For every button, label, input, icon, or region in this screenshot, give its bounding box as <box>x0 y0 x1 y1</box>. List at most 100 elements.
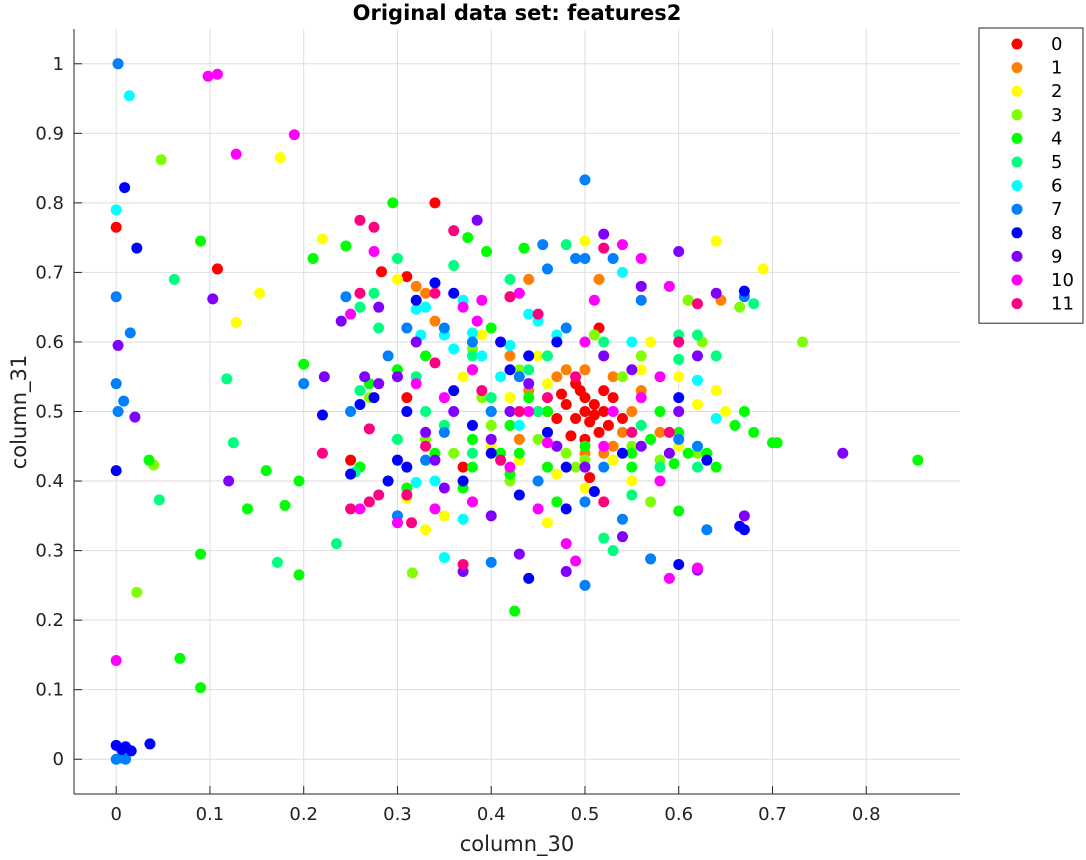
data-point-series-2 <box>692 399 703 410</box>
data-point-series-8 <box>126 745 137 756</box>
data-point-series-3 <box>797 336 808 347</box>
data-point-series-5 <box>420 406 431 417</box>
data-point-series-11 <box>345 503 356 514</box>
data-point-series-5 <box>169 274 180 285</box>
data-point-series-6 <box>711 413 722 424</box>
data-point-series-5 <box>692 330 703 341</box>
data-point-series-2 <box>458 371 469 382</box>
data-point-series-10 <box>354 503 365 514</box>
data-point-series-10 <box>654 371 665 382</box>
legend-marker-7 <box>1012 204 1023 215</box>
data-point-series-0 <box>570 413 581 424</box>
data-point-series-0 <box>598 406 609 417</box>
data-point-series-11 <box>373 489 384 500</box>
data-point-series-9 <box>626 364 637 375</box>
data-point-series-7 <box>420 455 431 466</box>
data-point-series-2 <box>720 406 731 417</box>
data-point-series-3 <box>533 434 544 445</box>
data-point-series-10 <box>458 302 469 313</box>
data-point-series-8 <box>673 559 684 570</box>
data-point-series-4 <box>504 420 515 431</box>
data-point-series-9 <box>359 371 370 382</box>
data-point-series-10 <box>617 239 628 250</box>
y-tick-label: 0.3 <box>35 541 64 562</box>
data-point-series-11 <box>458 559 469 570</box>
data-point-series-4 <box>420 350 431 361</box>
data-point-series-7 <box>113 406 124 417</box>
data-point-series-10 <box>212 69 223 80</box>
data-point-series-8 <box>144 738 155 749</box>
data-point-series-5 <box>598 336 609 347</box>
data-point-series-3 <box>570 462 581 473</box>
legend-marker-0 <box>1012 39 1023 50</box>
data-point-series-6 <box>420 302 431 313</box>
data-point-series-9 <box>429 455 440 466</box>
data-point-series-3 <box>589 330 600 341</box>
legend-marker-6 <box>1012 180 1023 191</box>
data-point-series-4 <box>542 406 553 417</box>
legend-label-1: 1 <box>1051 58 1062 79</box>
data-point-series-10 <box>467 496 478 507</box>
data-point-series-11 <box>533 309 544 320</box>
data-point-series-11 <box>692 298 703 309</box>
data-point-series-10 <box>369 246 380 257</box>
data-point-series-6 <box>626 336 637 347</box>
data-point-series-4 <box>514 448 525 459</box>
data-point-series-2 <box>626 476 637 487</box>
data-point-series-10 <box>523 406 534 417</box>
data-point-series-9 <box>692 350 703 361</box>
data-point-series-4 <box>669 458 680 469</box>
data-point-series-7 <box>401 323 412 334</box>
x-tick-label: 0.1 <box>196 804 225 825</box>
data-point-series-3 <box>486 420 497 431</box>
legend-label-10: 10 <box>1051 270 1074 291</box>
data-point-series-10 <box>654 476 665 487</box>
data-point-series-3 <box>683 295 694 306</box>
legend-label-6: 6 <box>1051 176 1062 197</box>
data-point-series-11 <box>406 517 417 528</box>
data-point-series-4 <box>509 606 520 617</box>
data-point-series-4 <box>467 462 478 473</box>
data-point-series-7 <box>514 371 525 382</box>
y-tick-label: 0.6 <box>35 332 64 353</box>
data-point-series-9 <box>223 476 234 487</box>
data-point-series-8 <box>495 336 506 347</box>
data-point-series-0 <box>603 420 614 431</box>
data-point-series-7 <box>542 263 553 274</box>
x-axis-label: column_30 <box>460 832 575 857</box>
data-point-series-4 <box>739 406 750 417</box>
data-point-series-4 <box>174 653 185 664</box>
data-point-series-4 <box>298 359 309 370</box>
data-point-series-11 <box>354 288 365 299</box>
x-tick-label: 0.5 <box>571 804 600 825</box>
data-point-series-3 <box>448 448 459 459</box>
data-point-series-5 <box>654 462 665 473</box>
legend-marker-2 <box>1012 86 1023 97</box>
data-point-series-7 <box>598 462 609 473</box>
legend-label-2: 2 <box>1051 81 1062 102</box>
data-point-series-3 <box>131 587 142 598</box>
legend-label-5: 5 <box>1051 152 1062 173</box>
data-point-series-3 <box>561 448 572 459</box>
data-point-series-2 <box>551 469 562 480</box>
legend-marker-11 <box>1012 298 1023 309</box>
data-point-series-5 <box>626 489 637 500</box>
data-point-series-0 <box>429 197 440 208</box>
legend-marker-10 <box>1012 275 1023 286</box>
data-point-series-4 <box>340 240 351 251</box>
data-point-series-8 <box>504 364 515 375</box>
data-point-series-9 <box>486 510 497 521</box>
data-point-series-8 <box>369 392 380 403</box>
data-point-series-1 <box>594 274 605 285</box>
data-point-series-2 <box>673 371 684 382</box>
data-point-series-0 <box>617 413 628 424</box>
data-point-series-9 <box>472 215 483 226</box>
data-point-series-5 <box>561 239 572 250</box>
data-point-series-4 <box>462 232 473 243</box>
data-point-series-9 <box>420 427 431 438</box>
data-point-series-2 <box>711 236 722 247</box>
data-point-series-2 <box>254 288 265 299</box>
x-tick-label: 0.6 <box>664 804 693 825</box>
data-point-series-0 <box>589 399 600 410</box>
